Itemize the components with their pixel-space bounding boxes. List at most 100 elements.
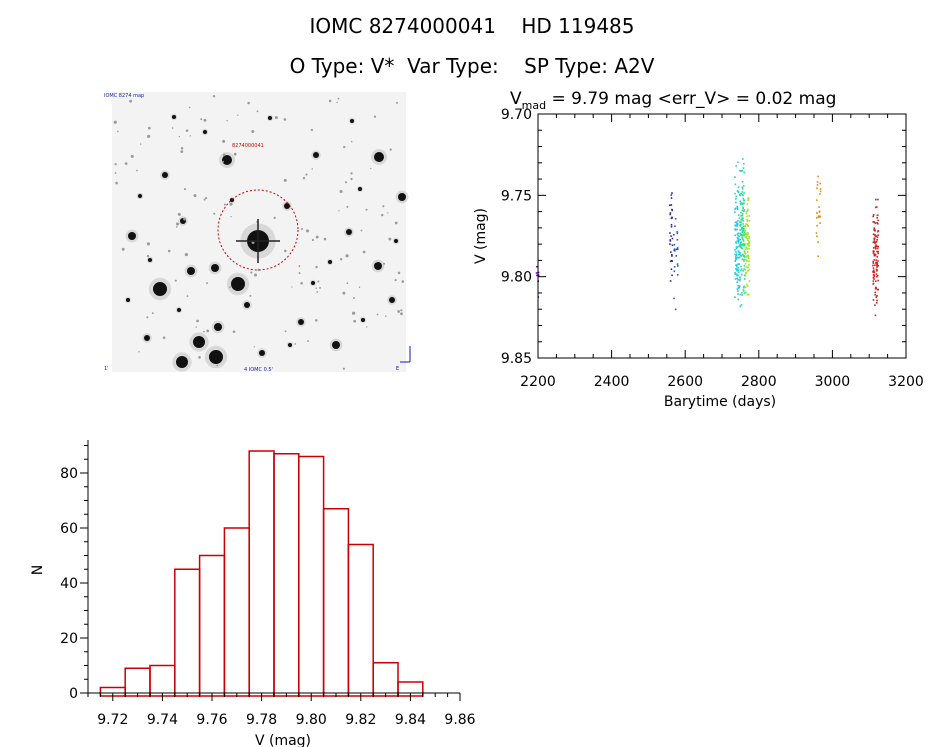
lc-point: [670, 197, 673, 199]
star: [203, 130, 207, 134]
lc-point: [742, 206, 745, 209]
faint-star: [344, 181, 348, 184]
lc-point: [669, 240, 672, 242]
lc-point: [743, 292, 746, 294]
faint-star: [185, 129, 189, 132]
lc-point: [735, 241, 737, 243]
faint-star: [114, 163, 117, 166]
faint-star: [147, 134, 151, 138]
lc-point: [742, 223, 744, 225]
lc-point: [872, 271, 874, 273]
faint-star: [124, 162, 128, 165]
lc-point: [743, 199, 745, 201]
lc-point: [737, 214, 740, 216]
hist-bar: [223, 527, 250, 697]
faint-star: [376, 261, 378, 263]
faint-star: [237, 114, 239, 116]
lc-point: [748, 269, 751, 271]
faint-star: [184, 253, 188, 257]
faint-star: [307, 340, 310, 343]
star: [214, 323, 222, 331]
lc-point: [735, 254, 738, 257]
lc-point: [743, 229, 745, 231]
lc-xtick-label: 2600: [667, 374, 703, 390]
lc-point: [747, 254, 749, 257]
lc-point: [876, 263, 879, 265]
faint-star: [222, 153, 226, 157]
faint-star: [186, 295, 189, 297]
lc-point: [742, 197, 744, 200]
lc-point: [671, 274, 673, 277]
faint-star: [253, 346, 256, 348]
lc-point: [819, 182, 822, 185]
lc-point: [743, 171, 746, 174]
lc-point: [747, 243, 749, 245]
lc-point: [747, 208, 749, 211]
faint-star: [233, 152, 237, 156]
lc-point: [737, 234, 739, 237]
faint-star: [346, 205, 349, 208]
faint-star: [300, 227, 304, 231]
lc-point: [742, 240, 745, 242]
lc-point: [741, 181, 744, 183]
lc-point: [875, 244, 877, 246]
lc-point: [875, 273, 878, 275]
lc-point: [740, 219, 742, 221]
lc-point: [746, 203, 749, 205]
lc-point: [742, 286, 745, 289]
faint-star: [338, 210, 340, 212]
faint-star: [202, 330, 205, 333]
lc-point: [874, 286, 877, 289]
lc-point: [671, 217, 673, 219]
faint-star: [177, 212, 181, 216]
lc-point: [877, 250, 879, 253]
lc-point: [876, 266, 878, 268]
faint-star: [342, 367, 345, 370]
lc-point: [872, 280, 875, 282]
lc-point: [741, 217, 743, 220]
star: [172, 115, 176, 119]
lc-point: [741, 230, 744, 233]
lc-point: [735, 198, 737, 200]
faint-star: [130, 154, 134, 158]
hist-bar: [298, 455, 325, 697]
lc-point: [872, 276, 875, 279]
faint-star: [115, 181, 118, 185]
lc-point: [872, 283, 875, 285]
lc-point: [742, 289, 745, 291]
faint-star: [175, 222, 179, 226]
lc-point: [875, 206, 878, 208]
lc-point: [744, 269, 747, 271]
faint-star: [298, 272, 301, 275]
lc-point: [742, 219, 744, 222]
lc-point: [877, 252, 879, 255]
lc-point: [817, 175, 819, 178]
lc-point: [675, 248, 678, 251]
hist-bar: [322, 508, 350, 697]
lc-point: [874, 262, 877, 264]
lc-point: [671, 237, 674, 240]
faint-star: [232, 330, 236, 334]
lc-point: [872, 215, 875, 218]
faint-star: [345, 254, 349, 258]
lc-point: [737, 238, 740, 240]
lc-point: [736, 269, 738, 272]
faint-star: [387, 212, 389, 214]
lc-point: [875, 198, 877, 201]
faint-star: [315, 287, 317, 289]
lc-point: [734, 273, 737, 275]
lc-point: [670, 204, 673, 206]
lc-point: [816, 184, 819, 186]
hist-xtick-label: 9.76: [196, 712, 227, 728]
lc-point: [737, 161, 739, 163]
lc-point: [734, 208, 736, 211]
lc-point: [735, 267, 737, 270]
lc-point: [737, 186, 740, 189]
star: [374, 152, 384, 162]
lc-point: [741, 213, 744, 215]
lc-xtick-label: 3200: [888, 374, 924, 390]
star: [138, 194, 142, 198]
lc-point: [734, 221, 737, 224]
lc-point: [876, 236, 879, 239]
